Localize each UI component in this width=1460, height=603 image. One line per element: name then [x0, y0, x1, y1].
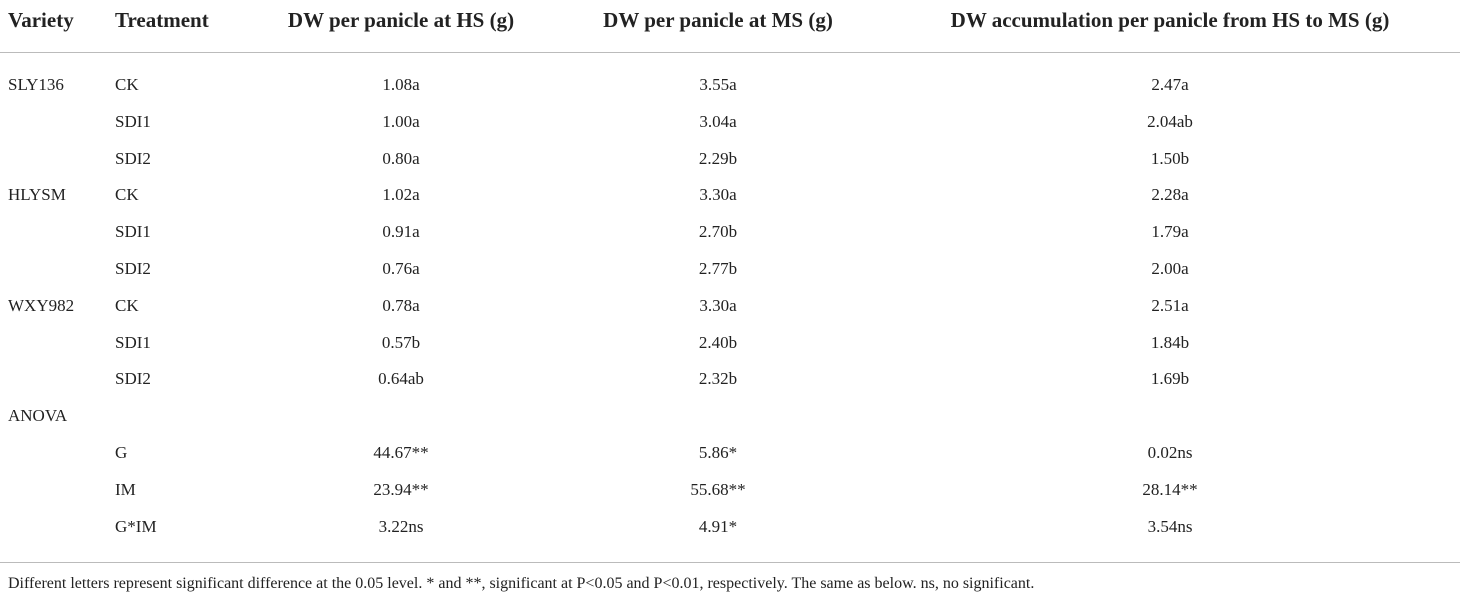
table-cell: 2.00a — [1151, 259, 1189, 278]
table-cell: 3.30a — [699, 185, 737, 205]
table-cell: SDI1 — [115, 332, 151, 352]
table-cell: 1.84b — [1150, 332, 1190, 352]
table-cell: 2.51a — [1151, 295, 1189, 315]
table-cell: CK — [115, 75, 139, 94]
column-header: DW per panicle at MS (g) — [603, 8, 833, 32]
table-cell: 3.54ns — [1147, 516, 1193, 536]
table-cell: SLY136 — [8, 75, 64, 94]
table-cell: 3.22ns — [378, 516, 424, 536]
table-cell: 1.02a — [382, 185, 420, 205]
table-cell: 0.80a — [382, 148, 420, 168]
table-cell: 3.04a — [699, 111, 737, 131]
table-cell: 0.02ns — [1147, 443, 1193, 462]
table-cell: 2.29b — [698, 148, 738, 168]
column-header: DW per panicle at HS (g) — [287, 8, 515, 32]
table-cell: 44.67** — [373, 443, 429, 462]
table-cell: 2.28a — [1151, 185, 1189, 205]
table-cell: IM — [115, 479, 136, 499]
table-cell: 0.78a — [382, 295, 420, 315]
table-cell: SDI2 — [115, 259, 151, 278]
table-cell: SDI2 — [115, 369, 151, 389]
table-cell: 2.40b — [698, 332, 738, 352]
table-cell: 0.91a — [382, 222, 420, 242]
table-cell: 23.94** — [373, 479, 429, 499]
table-cell: 0.57b — [381, 332, 421, 352]
table-cell: 2.04ab — [1147, 111, 1193, 131]
table-cell: 3.30a — [699, 295, 737, 315]
column-header: Variety — [8, 8, 74, 32]
table-cell: 55.68** — [690, 479, 746, 499]
table-cell: 2.70b — [698, 222, 738, 242]
footer-rule — [0, 562, 1460, 563]
table-cell: CK — [115, 295, 139, 315]
table-cell: 1.69b — [1150, 369, 1190, 389]
header-rule — [0, 52, 1460, 53]
table-cell: 1.79a — [1151, 222, 1189, 242]
table-cell: CK — [115, 185, 139, 205]
table-cell: 4.91* — [698, 516, 738, 536]
table-cell: 1.00a — [382, 111, 420, 131]
table-cell: 0.64ab — [378, 369, 424, 389]
column-header: DW accumulation per panicle from HS to M… — [950, 8, 1390, 32]
table-cell: 2.77b — [698, 259, 738, 278]
table-cell: WXY982 — [8, 295, 75, 315]
table-cell: 0.76a — [382, 259, 420, 278]
table-cell: 1.08a — [382, 75, 420, 94]
column-header: Treatment — [115, 8, 209, 32]
table-cell: 2.32b — [698, 369, 738, 389]
table-cell: G — [115, 443, 128, 462]
table-cell: SDI1 — [115, 111, 151, 131]
table-cell: HLYSM — [8, 185, 66, 205]
table-cell: 1.50b — [1150, 148, 1190, 168]
table-cell: 2.47a — [1151, 75, 1189, 94]
table-cell: 3.55a — [699, 75, 737, 94]
table-cell: SDI2 — [115, 148, 151, 168]
footnote: Different letters represent significant … — [8, 575, 1035, 592]
table-cell: G*IM — [115, 516, 157, 536]
table-cell: SDI1 — [115, 222, 151, 242]
table-cell: 5.86* — [698, 443, 738, 462]
table-cell: ANOVA — [8, 406, 68, 426]
table-cell: 28.14** — [1142, 479, 1198, 499]
